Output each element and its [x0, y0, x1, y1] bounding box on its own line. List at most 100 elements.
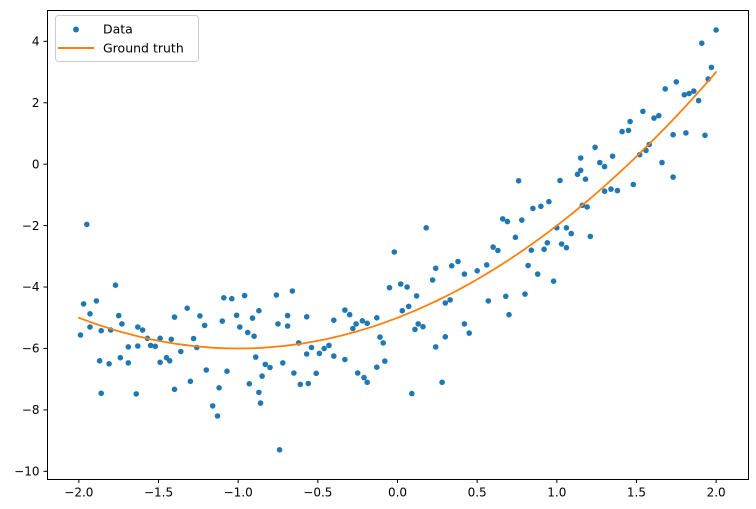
data-point [280, 360, 286, 366]
x-tick-label: −2.0 [64, 486, 93, 500]
data-point [364, 320, 371, 327]
data-point [221, 295, 227, 301]
data-point [673, 79, 680, 85]
data-point [563, 225, 570, 231]
x-tick-label: 1.5 [627, 486, 646, 500]
data-point [461, 271, 468, 277]
data-point [135, 324, 141, 330]
data-point [695, 97, 702, 104]
data-point [331, 353, 337, 359]
data-point [504, 218, 511, 225]
data-point [466, 330, 473, 336]
data-point [512, 234, 519, 241]
data-point [625, 127, 632, 134]
data-point [276, 447, 283, 453]
data-point [587, 233, 594, 240]
data-point [659, 159, 665, 166]
data-point [350, 325, 356, 332]
data-point [342, 307, 348, 313]
data-point [413, 293, 420, 299]
data-point [256, 389, 262, 396]
data-point [656, 112, 662, 119]
y-tick-label: 4 [32, 35, 40, 49]
data-point [259, 373, 265, 379]
y-tick-label: −2 [22, 219, 40, 233]
data-point [252, 354, 259, 360]
data-point [364, 379, 371, 386]
data-point [115, 312, 122, 319]
data-point [577, 155, 584, 161]
data-point [157, 359, 163, 366]
data-point [546, 198, 552, 205]
data-point [601, 163, 608, 170]
data-point [157, 335, 163, 342]
data-point [187, 378, 194, 385]
data-point [374, 364, 380, 371]
legend: Data Ground truth [55, 15, 199, 62]
data-point [405, 303, 412, 310]
data-point [670, 174, 676, 180]
data-point [201, 322, 208, 329]
data-point [420, 323, 426, 330]
data-point [203, 367, 210, 373]
data-point [713, 27, 719, 33]
data-point [636, 151, 643, 158]
data-point [601, 188, 608, 194]
x-tick-label: −0.5 [303, 486, 332, 500]
data-point [592, 144, 598, 151]
data-point [557, 177, 563, 184]
data-point [415, 321, 422, 327]
data-point [506, 311, 512, 318]
data-point [534, 271, 541, 277]
data-point [96, 358, 103, 364]
data-point [321, 345, 328, 352]
data-point [359, 318, 366, 324]
data-point [584, 204, 590, 210]
data-point [374, 315, 380, 321]
plot-spines [47, 10, 749, 480]
data-point [397, 281, 404, 287]
data-point [550, 278, 557, 285]
y-tick-label: −6 [22, 342, 40, 356]
data-point [297, 381, 304, 388]
data-point [683, 130, 689, 136]
data-point [84, 221, 90, 228]
data-point [382, 358, 388, 364]
data-point [686, 90, 692, 97]
data-point [216, 385, 222, 391]
data-point [662, 86, 668, 92]
data-point [346, 311, 353, 318]
data-point [461, 321, 468, 327]
data-point [525, 262, 531, 269]
data-point [284, 323, 291, 329]
data-point [257, 400, 264, 406]
data-point [112, 282, 119, 289]
data-point [106, 361, 112, 367]
data-point [93, 298, 100, 304]
data-point [87, 324, 93, 330]
x-tick-label: −1.5 [144, 486, 173, 500]
data-point [125, 344, 132, 350]
data-point [627, 118, 633, 125]
y-tick-label: −4 [22, 280, 40, 294]
ground-truth-curve [78, 71, 717, 350]
data-point [619, 128, 625, 135]
data-point [316, 350, 323, 357]
data-point [412, 326, 418, 333]
data-point [708, 64, 715, 71]
data-point [530, 205, 536, 212]
legend-frame [55, 15, 199, 62]
data-point [544, 240, 551, 246]
y-axis: 4 2 0 −2 −4 −6 −8 −10 [14, 35, 48, 479]
data-point [262, 361, 269, 368]
data-point [568, 230, 574, 237]
data-point [380, 340, 387, 346]
x-axis: −2.0 −1.5 −1.0 −0.5 0.0 0.5 1.0 1.5 2.0 [64, 479, 726, 500]
data-point [273, 292, 280, 298]
data-point [125, 360, 132, 366]
data-point [495, 247, 501, 254]
data-point [681, 92, 688, 98]
y-tick-label: −8 [22, 403, 40, 417]
data-point [326, 342, 332, 349]
